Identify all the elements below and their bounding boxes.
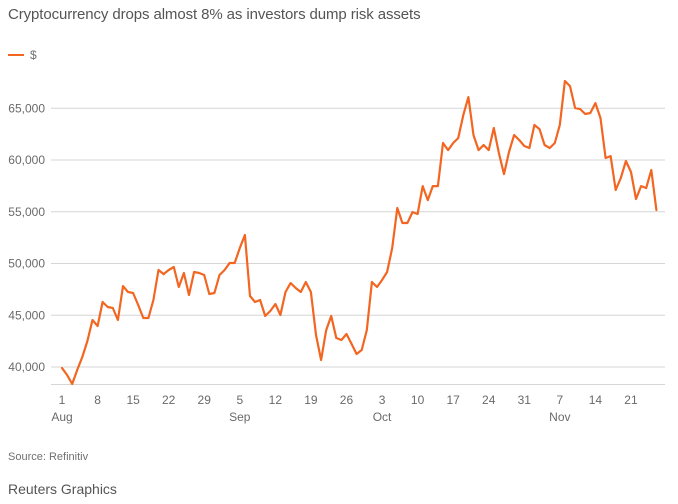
- y-tick-label: 55,000: [8, 205, 45, 219]
- x-tick-label: 5: [236, 393, 243, 407]
- y-tick-label: 45,000: [8, 308, 45, 322]
- y-tick-label: 65,000: [8, 101, 45, 115]
- x-tick-label: 7: [556, 393, 563, 407]
- x-month-label: Nov: [549, 410, 570, 424]
- x-tick-label: 3: [379, 393, 386, 407]
- x-axis: 1 Aug 8 15 22 29 5 Sep 12 19 26 3 Oct 10 17 24 31 7 Nov 14 2…: [51, 393, 638, 424]
- credit-line: Reuters Graphics: [8, 481, 117, 497]
- series-line-usd: [60, 79, 658, 386]
- y-tick-label: 60,000: [8, 153, 45, 167]
- x-tick-label: 19: [304, 393, 318, 407]
- legend-label-usd: $: [30, 48, 37, 62]
- source-note: Source: Refinitiv: [8, 451, 89, 463]
- x-tick-label: 12: [269, 393, 283, 407]
- x-tick-label: 31: [518, 393, 532, 407]
- x-month-label: Aug: [51, 410, 72, 424]
- x-tick-label: 8: [94, 393, 101, 407]
- y-tick-label: 50,000: [8, 257, 45, 271]
- x-tick-label: 10: [411, 393, 425, 407]
- legend: $: [8, 48, 37, 62]
- x-tick-label: 29: [198, 393, 212, 407]
- x-tick-label: 1: [59, 393, 66, 407]
- y-tick-label: 40,000: [8, 360, 45, 374]
- x-tick-label: 14: [589, 393, 603, 407]
- series-layer: [60, 79, 658, 386]
- x-tick-label: 26: [340, 393, 354, 407]
- x-month-label: Oct: [373, 410, 392, 424]
- x-tick-label: 21: [624, 393, 638, 407]
- legend-swatch-usd: [8, 54, 24, 56]
- chart-title: Cryptocurrency drops almost 8% as invest…: [8, 6, 421, 23]
- x-tick-label: 15: [126, 393, 140, 407]
- x-month-label: Sep: [229, 410, 251, 424]
- x-tick-label: 24: [482, 393, 496, 407]
- x-tick-label: 17: [446, 393, 460, 407]
- x-tick-label: 22: [162, 393, 176, 407]
- y-axis: 40,000 45,000 50,000 55,000 60,000 65,000: [8, 101, 45, 374]
- gridlines: [51, 107, 665, 385]
